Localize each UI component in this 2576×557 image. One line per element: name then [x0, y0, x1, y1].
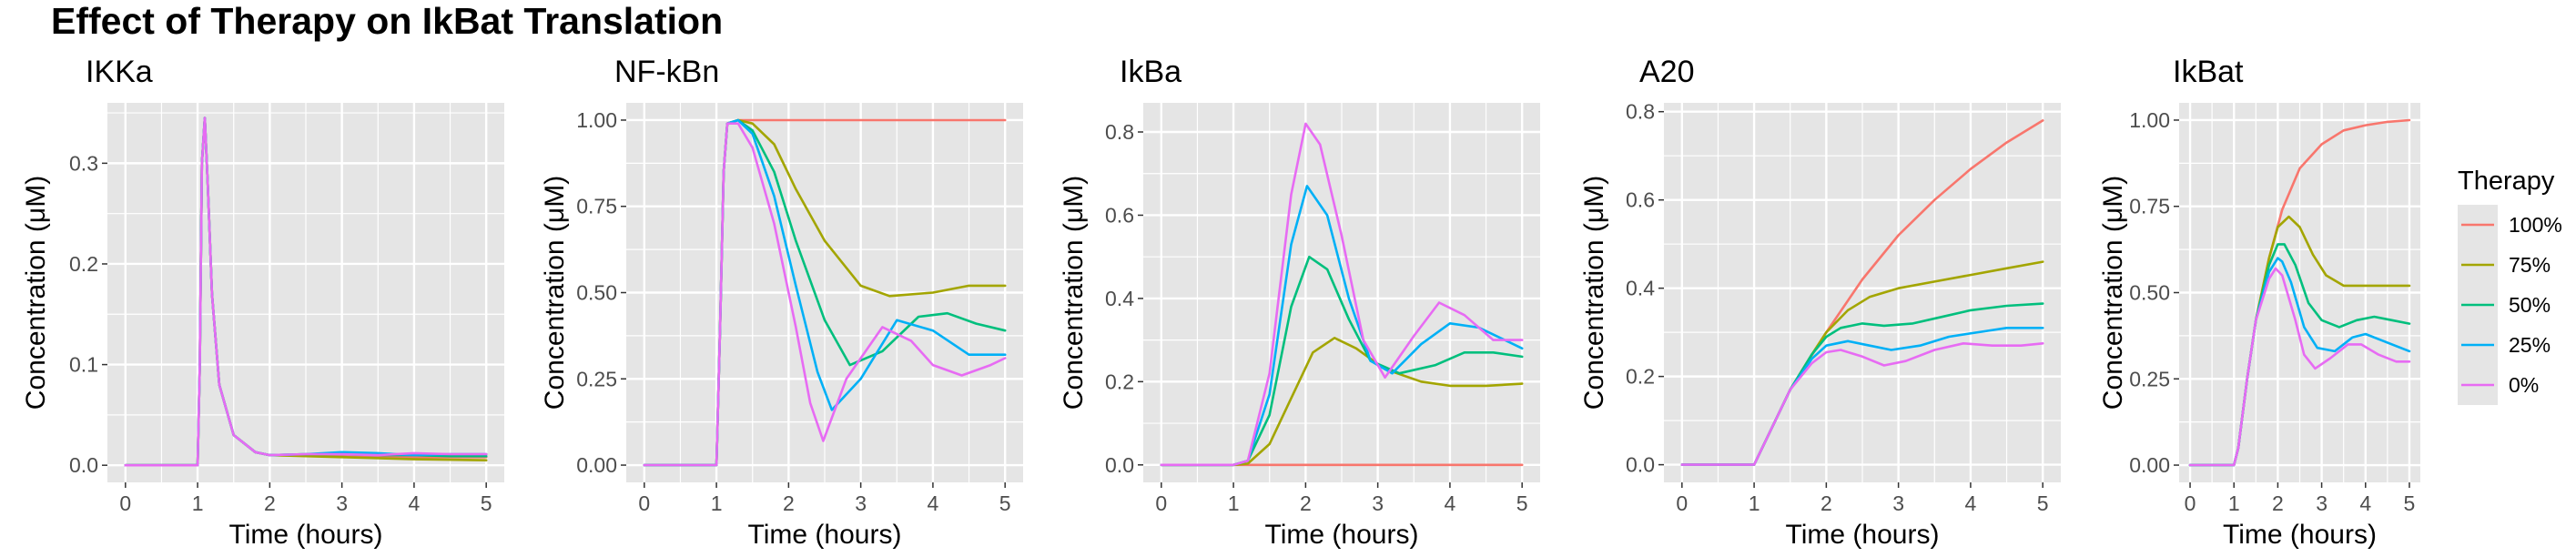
series-line-0pct	[1160, 122, 1524, 467]
y-axis-title: Concentration (μM)	[540, 176, 570, 410]
panel-ikba: 0 1 2 3 4 5 0.0 0.2 0.4 0.6 0.8 IkBa Time (hours) Con…	[1059, 55, 1540, 550]
series-line-0pct	[643, 122, 1007, 467]
panel-a20: 0 1 2 3 4 5 0.0 0.2 0.4 0.6 0.8 A20 Time (hours) Conc…	[1579, 55, 2061, 550]
x-tick-label: 4	[2359, 491, 2371, 515]
legend-label: 75%	[2509, 253, 2551, 277]
y-tick-label: 0.50	[576, 281, 617, 305]
x-tick-label: 2	[264, 491, 276, 515]
x-tick-label: 5	[2037, 491, 2049, 515]
x-tick-label: 1	[1749, 491, 1760, 515]
x-tick-label: 3	[1892, 491, 1904, 515]
y-tick-label: 0.75	[576, 195, 617, 218]
x-tick-label: 5	[999, 491, 1011, 515]
x-tick-label: 5	[2404, 491, 2416, 515]
y-tick-label: 0.75	[2129, 195, 2170, 218]
x-axis-title: Time (hours)	[1265, 520, 1419, 550]
y-tick-label: 0.00	[576, 453, 617, 477]
panel-title: IKKa	[86, 55, 153, 89]
x-tick-label: 1	[1228, 491, 1240, 515]
y-tick-label: 0.2	[1626, 365, 1655, 389]
panel-title: IkBa	[1120, 55, 1182, 89]
x-tick-label: 4	[1445, 491, 1456, 515]
y-axis-title: Concentration (μM)	[1579, 176, 1609, 410]
y-tick-label: 0.25	[2129, 367, 2170, 390]
y-tick-label: 0.4	[1105, 287, 1134, 310]
y-tick-label: 0.1	[69, 353, 98, 377]
y-tick-label: 1.00	[576, 108, 617, 132]
y-axis-title: Concentration (μM)	[1059, 176, 1089, 410]
y-axis-title: Concentration (μM)	[2098, 176, 2128, 410]
x-tick-label: 1	[192, 491, 204, 515]
series-line-75pct	[1160, 336, 1524, 467]
y-tick-label: 0.0	[69, 453, 98, 477]
y-tick-label: 0.50	[2129, 281, 2170, 305]
x-tick-label: 2	[2272, 491, 2284, 515]
panel-title: A20	[1639, 55, 1695, 89]
x-axis-title: Time (hours)	[2223, 520, 2377, 550]
y-tick-label: 0.2	[1105, 370, 1134, 393]
x-axis-title: Time (hours)	[229, 520, 383, 550]
panel-title: IkBat	[2173, 55, 2244, 89]
x-tick-label: 0	[638, 491, 650, 515]
y-tick-label: 0.8	[1626, 100, 1655, 124]
panel-nf-kbn: 0 1 2 3 4 5 0.00 0.25 0.50 0.75 1.00 NF-kBn Time (ho…	[540, 55, 1023, 550]
x-axis-title: Time (hours)	[1786, 520, 1940, 550]
legend-label: 0%	[2509, 373, 2539, 397]
x-tick-label: 1	[711, 491, 723, 515]
legend: Therapy 100% 75% 50% 25% 0%	[2458, 167, 2562, 405]
x-axis-title: Time (hours)	[748, 520, 902, 550]
series-line-0pct	[1680, 341, 2044, 466]
y-tick-label: 0.6	[1626, 188, 1655, 212]
panel-title: NF-kBn	[614, 55, 719, 89]
x-tick-label: 3	[2316, 491, 2328, 515]
y-tick-label: 0.0	[1105, 453, 1134, 477]
x-tick-label: 1	[2228, 491, 2240, 515]
panel-ikka: 0 1 2 3 4 5 0.0 0.1 0.2 0.3 IKKa Time (hours) Concen…	[21, 55, 504, 550]
x-tick-label: 2	[783, 491, 795, 515]
legend-label: 25%	[2509, 333, 2551, 357]
y-tick-label: 0.00	[2129, 453, 2170, 477]
y-tick-label: 0.25	[576, 367, 617, 390]
x-tick-label: 4	[1965, 491, 1977, 515]
legend-title: Therapy	[2458, 167, 2555, 196]
y-tick-label: 0.0	[1626, 453, 1655, 477]
x-tick-label: 2	[1820, 491, 1832, 515]
y-tick-label: 0.8	[1105, 120, 1134, 144]
legend-label: 100%	[2509, 213, 2562, 237]
x-tick-label: 3	[1372, 491, 1384, 515]
x-tick-label: 5	[481, 491, 492, 515]
y-tick-label: 0.2	[69, 252, 98, 276]
y-tick-label: 0.3	[69, 151, 98, 175]
y-tick-label: 0.4	[1626, 277, 1655, 300]
x-tick-label: 3	[855, 491, 867, 515]
x-tick-label: 0	[2185, 491, 2196, 515]
y-tick-label: 1.00	[2129, 108, 2170, 132]
legend-label: 50%	[2509, 293, 2551, 317]
y-tick-label: 0.6	[1105, 203, 1134, 227]
x-tick-label: 0	[1676, 491, 1688, 515]
x-tick-label: 4	[409, 491, 421, 515]
y-axis-title: Concentration (μM)	[21, 176, 51, 410]
x-tick-label: 2	[1300, 491, 1312, 515]
x-tick-label: 0	[119, 491, 131, 515]
series-line-0pct	[124, 116, 488, 467]
x-tick-label: 4	[928, 491, 939, 515]
series-line-0pct	[2188, 267, 2411, 467]
x-tick-label: 5	[1516, 491, 1528, 515]
x-tick-label: 0	[1155, 491, 1167, 515]
x-tick-label: 3	[336, 491, 348, 515]
figure-title: Effect of Therapy on IkBat Translation	[51, 0, 724, 42]
